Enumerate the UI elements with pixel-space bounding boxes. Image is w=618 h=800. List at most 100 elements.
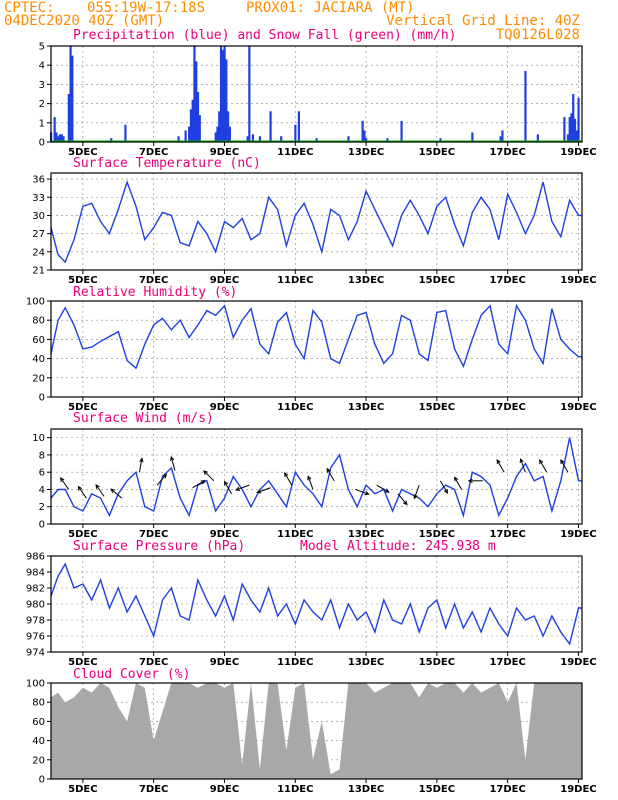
wind-arrow-head xyxy=(413,494,418,500)
precip-bar xyxy=(214,132,217,142)
cloud-cover-area xyxy=(51,683,582,779)
temperature-title: Surface Temperature (nC) xyxy=(73,156,261,171)
cloud-ytick-label: 80 xyxy=(32,698,45,709)
precip-xtick-label: 15DEC xyxy=(419,147,455,158)
precip-xtick-label: 17DEC xyxy=(489,147,525,158)
temperature-xtick-label: 5DEC xyxy=(68,275,97,286)
wind-arrow xyxy=(235,484,250,491)
temperature-ytick-label: 27 xyxy=(32,229,45,240)
precip-xtick-label: 7DEC xyxy=(139,147,168,158)
precip-bar xyxy=(191,99,194,142)
wind-arrow-shaft xyxy=(520,458,526,473)
cloud-frame xyxy=(50,682,583,780)
humidity-ytick-label: 100 xyxy=(26,297,45,308)
humidity-panel: 0 20 40 60 80 100 5DEC 7DEC 9DEC 11DEC 13DEC 15DEC 1… xyxy=(26,297,597,414)
precip-bar xyxy=(361,120,364,142)
pressure-panel: 974 976 978 980 982 984 986 5DEC 7DEC 9DEC 11DEC 13… xyxy=(26,552,597,669)
wind-arrow-shaft xyxy=(496,459,505,473)
wind-arrow-head xyxy=(200,480,206,485)
pressure-xtick-label: 7DEC xyxy=(139,657,168,668)
wind-arrow-head xyxy=(384,488,390,493)
temperature-panel: 21 24 27 30 33 36 5DEC 7DEC 9DEC 11DEC 13DEC 15DEC 1… xyxy=(32,172,597,286)
precip-bar xyxy=(189,109,193,142)
wind-arrow-head xyxy=(170,455,175,461)
wind-arrow-head xyxy=(235,486,241,491)
precip-bar xyxy=(188,126,191,142)
temperature-ytick-label: 21 xyxy=(32,266,45,277)
wind-arrow-shaft xyxy=(539,459,548,473)
humidity-ytick-label: 80 xyxy=(32,316,45,327)
precip-bar xyxy=(499,136,502,142)
header-date: 04DEC2020 40Z (GMT) xyxy=(4,13,164,29)
precip-bar xyxy=(280,136,283,142)
wind-arrow xyxy=(307,475,314,490)
cloud-ytick-label: 100 xyxy=(26,679,45,690)
pressure-ytick-label: 976 xyxy=(26,632,45,643)
cloud-xtick-label: 17DEC xyxy=(489,784,525,795)
precip-xtick-label: 19DEC xyxy=(560,147,596,158)
precip-bar xyxy=(219,46,223,142)
precip-bar xyxy=(57,136,60,142)
wind-arrow xyxy=(397,493,408,506)
precip-ytick-label: 5 xyxy=(39,42,45,53)
precip-bar xyxy=(363,130,366,142)
precip-bar xyxy=(501,130,504,142)
wind-arrow-shaft xyxy=(397,493,408,505)
precip-bar xyxy=(471,132,474,142)
wind-panel: 0 2 4 6 8 10 5DEC 7DEC 9DEC 11DEC 13DEC 15DEC 17DEC 1… xyxy=(32,428,597,540)
wind-arrow-shaft xyxy=(439,480,448,494)
wind-arrow-head xyxy=(326,467,331,473)
wind-arrow xyxy=(203,470,215,482)
wind-arrow-shaft xyxy=(326,468,335,482)
wind-xtick-label: 7DEC xyxy=(139,529,168,540)
wind-arrow xyxy=(284,472,293,486)
cloud-xtick-label: 5DEC xyxy=(68,784,97,795)
pressure-ytick-label: 978 xyxy=(26,616,45,627)
precip-bar xyxy=(258,136,262,142)
precip-bar xyxy=(60,134,63,142)
pressure-title: Surface Pressure (hPa) xyxy=(73,539,245,554)
pressure-xtick-label: 11DEC xyxy=(277,657,313,668)
cloud-ytick-label: 60 xyxy=(32,717,45,728)
precip-bar xyxy=(573,118,577,142)
wind-xtick-label: 9DEC xyxy=(210,529,239,540)
wind-arrow-shaft xyxy=(203,470,215,482)
pressure-xtick-label: 5DEC xyxy=(68,657,97,668)
wind-arrow-head xyxy=(403,500,408,506)
precip-bar xyxy=(577,97,580,142)
wind-line xyxy=(50,437,582,519)
precip-bar xyxy=(225,59,228,142)
wind-ytick-label: 10 xyxy=(32,433,45,444)
wind-arrow-shaft xyxy=(77,486,87,499)
wind-arrow-shaft xyxy=(110,488,123,499)
precip-xtick-label: 11DEC xyxy=(277,147,313,158)
humidity-ytick-label: 20 xyxy=(32,373,45,384)
wind-arrow-shaft xyxy=(156,474,167,486)
precip-bar xyxy=(568,117,571,142)
precip-bar xyxy=(221,49,224,143)
wind-arrow-shaft xyxy=(454,477,463,490)
precip-bar xyxy=(218,111,221,142)
wind-ytick-label: 2 xyxy=(39,502,45,513)
humidity-xtick-label: 19DEC xyxy=(560,402,596,413)
wind-arrow-head xyxy=(519,457,524,464)
precip-ytick-label: 1 xyxy=(39,118,45,129)
wind-arrow-shaft xyxy=(60,477,70,490)
wind-xtick-label: 17DEC xyxy=(489,529,525,540)
precip-bar xyxy=(223,46,226,142)
wind-arrow-head xyxy=(560,459,565,465)
wind-arrow-head xyxy=(284,472,289,478)
wind-arrow-head xyxy=(539,459,544,465)
precip-panel: 0 1 2 3 4 5 5DEC 7DEC 9DEC 11DEC 13DEC 15DEC 17DEC 19… xyxy=(39,42,597,159)
precip-bar xyxy=(216,126,219,142)
cloud-ytick-label: 0 xyxy=(39,775,45,786)
cloud-panel: 0 20 40 60 80 100 5DEC 7DEC 9DEC 11DEC 13DEC 15DEC 1… xyxy=(26,679,597,796)
precip-bar xyxy=(67,94,70,142)
header-label: CPTEC: xyxy=(4,0,55,16)
pressure-ytick-label: 980 xyxy=(26,600,45,611)
precip-bar xyxy=(439,138,442,142)
wind-arrow xyxy=(519,457,526,473)
precip-bar xyxy=(365,138,368,142)
precip-title: Precipitation (blue) and Snow Fall (gree… xyxy=(73,28,457,43)
